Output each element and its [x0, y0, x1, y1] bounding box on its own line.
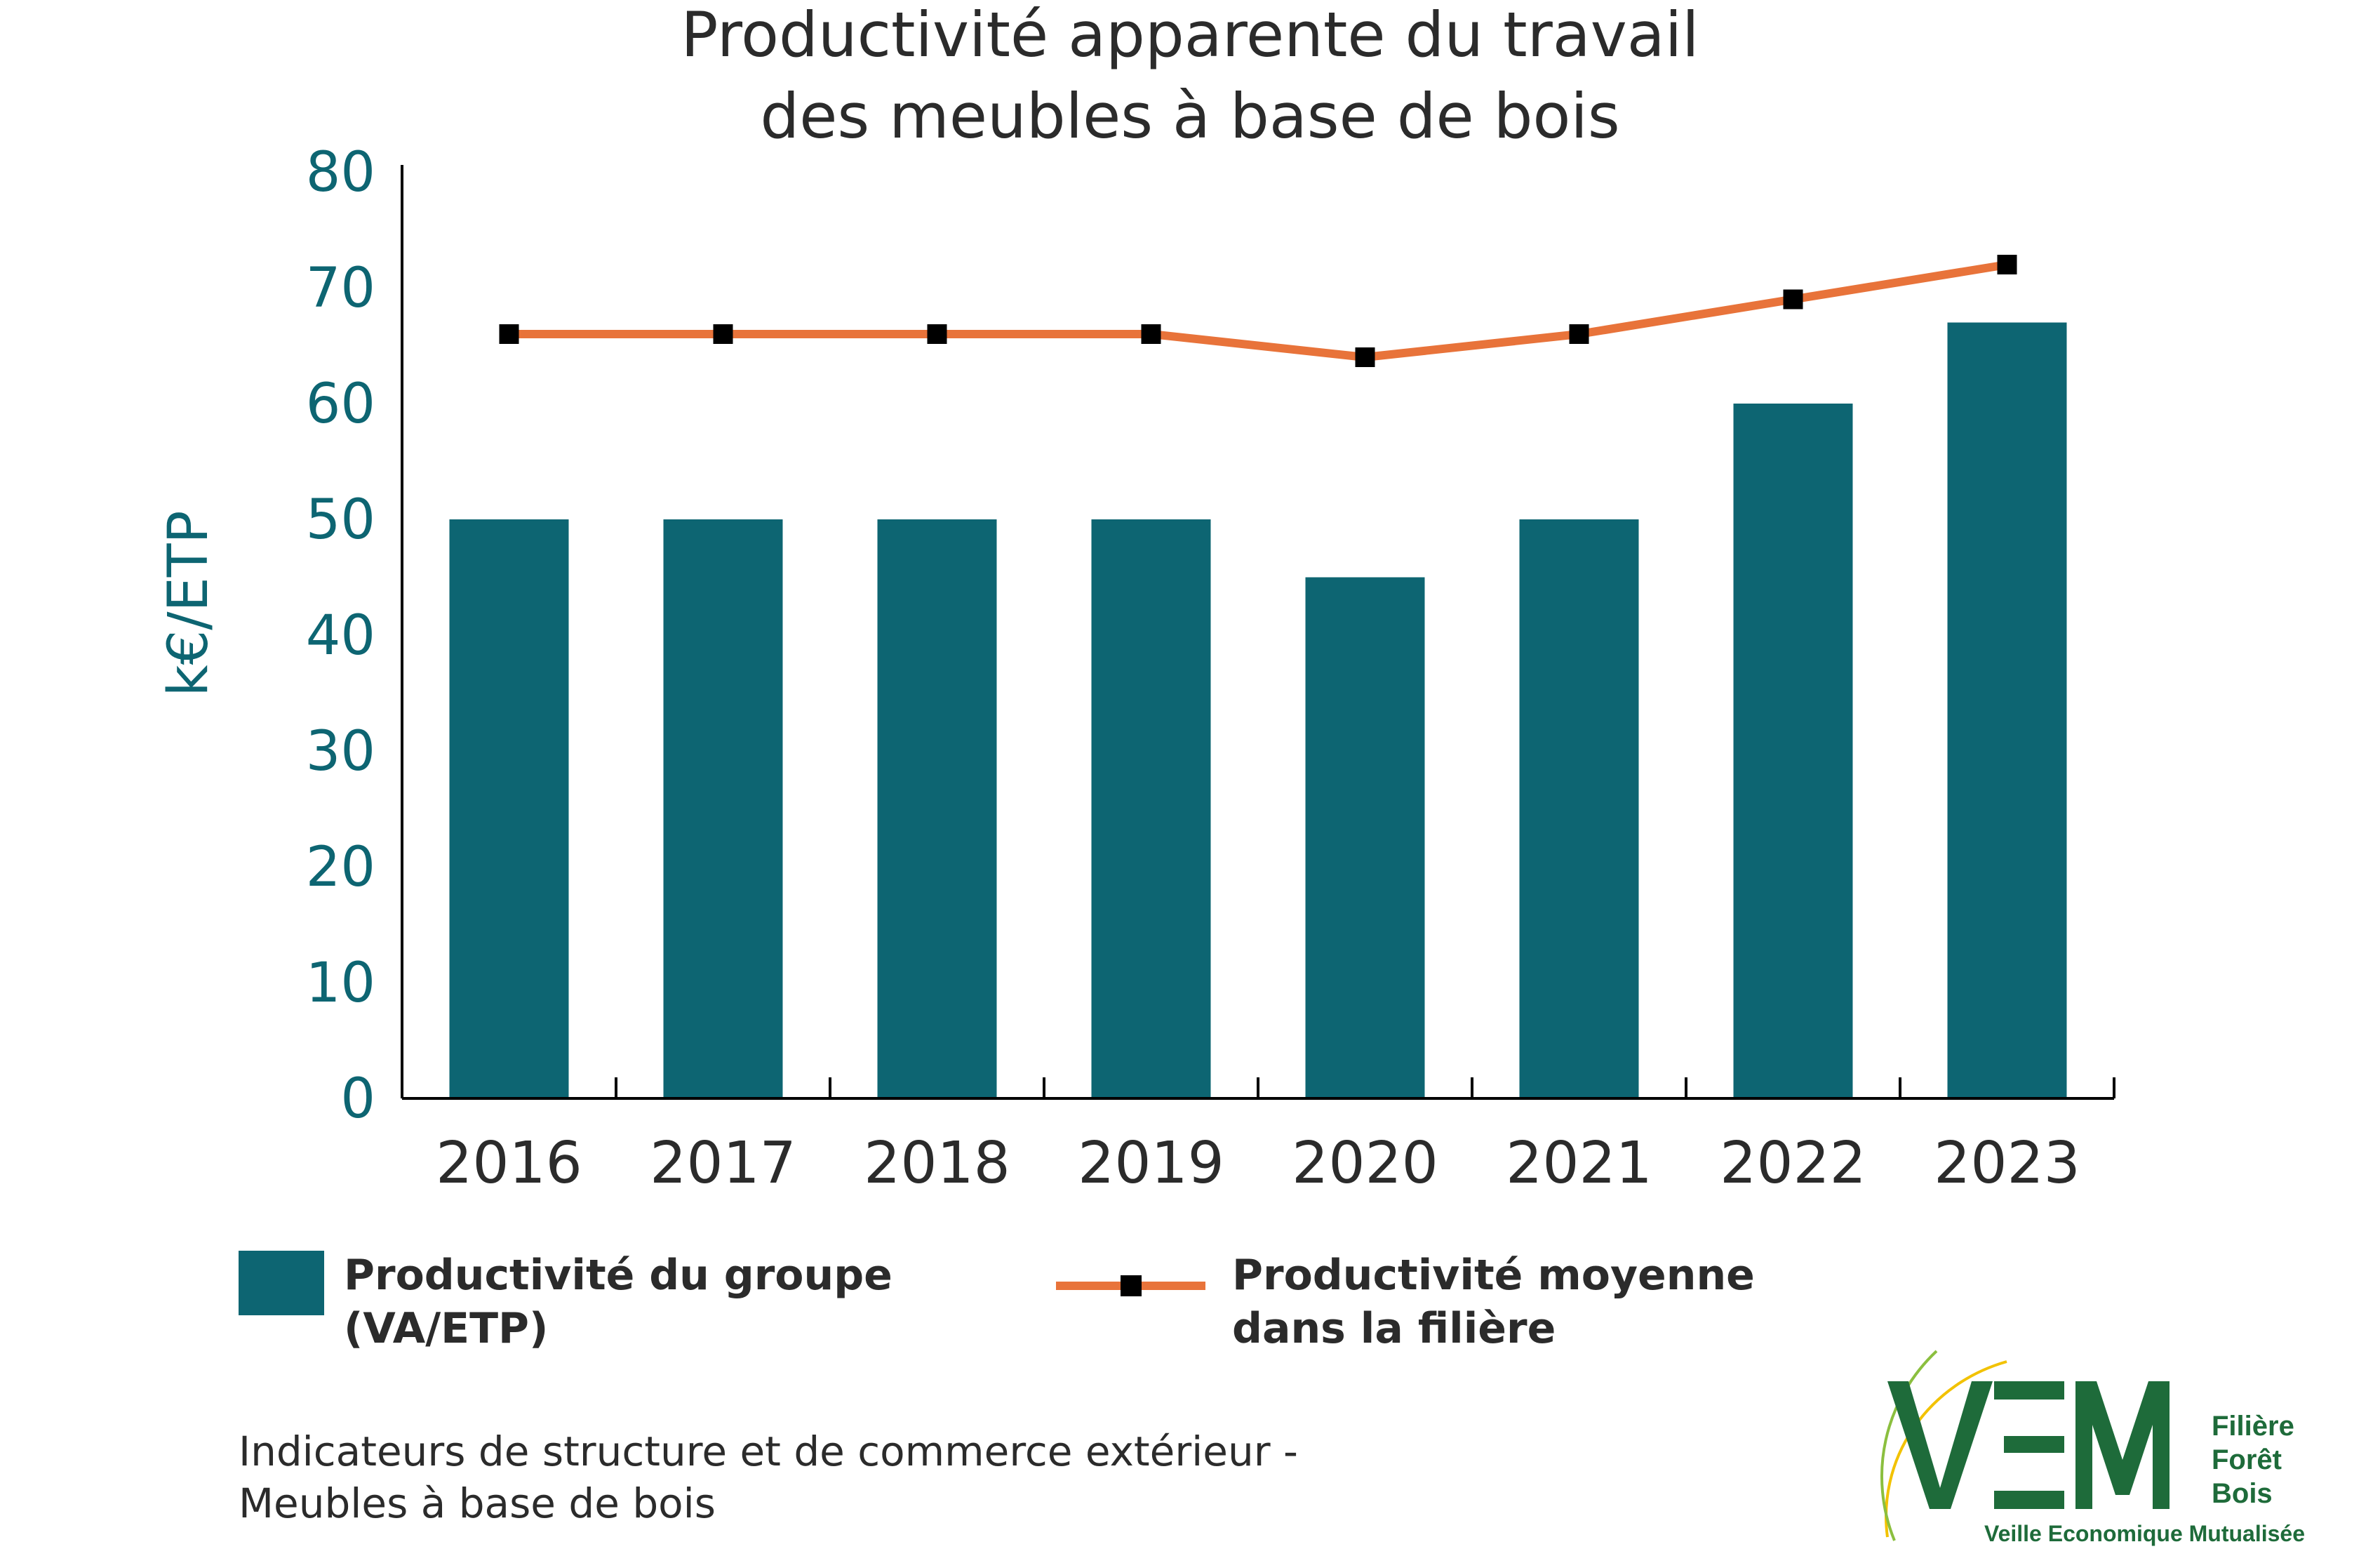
x-tick-label: 2021 [1506, 1130, 1652, 1197]
logo-line-2: Forêt [2212, 1444, 2282, 1475]
line-marker-2022 [1783, 289, 1803, 310]
line-marker-2021 [1569, 324, 1589, 344]
bar-2023 [1947, 322, 2067, 1098]
axes [401, 165, 2115, 1100]
bar-2016 [449, 519, 569, 1098]
logo-letter-m [2075, 1381, 2170, 1509]
x-tick-label: 2022 [1720, 1130, 1866, 1197]
x-tick-label: 2018 [864, 1130, 1010, 1197]
y-tick-label: 70 [306, 257, 375, 320]
y-tick-label: 10 [306, 952, 375, 1015]
logo-letter-e-top [1994, 1381, 2064, 1400]
y-tick-label: 80 [306, 141, 375, 204]
line-series [499, 255, 2017, 367]
x-tick-label: 2017 [650, 1130, 796, 1197]
source-line-1: Indicateurs de structure et de commerce … [239, 1428, 1298, 1475]
line-marker-2019 [1141, 324, 1161, 344]
bar-2020 [1305, 577, 1425, 1098]
bar-2019 [1091, 519, 1211, 1098]
x-tick-label: 2020 [1292, 1130, 1438, 1197]
x-axis-ticks: 2016 2017 2018 2019 2020 2021 2022 2023 [436, 1130, 2080, 1197]
line-marker-2020 [1355, 347, 1375, 367]
line-marker-2017 [713, 324, 733, 344]
bar-series [449, 322, 2067, 1098]
line-marker-2016 [499, 324, 519, 344]
x-tick-label: 2019 [1078, 1130, 1224, 1197]
chart-title-line-1: Productivité apparente du travail [681, 0, 1699, 71]
logo-line-1: Filière [2212, 1411, 2294, 1442]
y-tick-label: 40 [306, 604, 375, 667]
y-tick-label: 0 [340, 1068, 375, 1131]
y-axis-ticks: 0 10 20 30 40 50 60 70 80 [306, 141, 375, 1131]
y-tick-label: 30 [306, 720, 375, 783]
chart-title-line-2: des meubles à base de bois [760, 80, 1619, 152]
legend-bar-label-line-2: (VA/ETP) [344, 1304, 548, 1353]
y-tick-label: 60 [306, 373, 375, 436]
legend-bar-label-line-1: Productivité du groupe [344, 1251, 893, 1300]
logo-letter-e-mid [2004, 1436, 2064, 1453]
source-line-2: Meubles à base de bois [239, 1480, 716, 1527]
y-axis-label: k€/ETP [157, 510, 220, 696]
bar-2018 [877, 519, 997, 1098]
line-path [509, 260, 2008, 361]
bar-2022 [1733, 404, 1853, 1098]
legend-line-label-line-2: dans la filière [1232, 1304, 1556, 1353]
legend-bar-swatch [239, 1251, 324, 1315]
x-tick-label: 2023 [1934, 1130, 2080, 1197]
bar-2017 [663, 519, 783, 1098]
line-marker-2023 [1997, 255, 2017, 274]
legend-line-marker [1121, 1275, 1142, 1296]
y-tick-label: 50 [306, 488, 375, 552]
logo-letter-e-bottom [1994, 1491, 2064, 1509]
legend-line-label-line-1: Productivité moyenne [1232, 1251, 1755, 1300]
y-tick-label: 20 [306, 836, 375, 899]
line-marker-2018 [927, 324, 947, 344]
bar-2021 [1519, 519, 1639, 1098]
logo-arc-green [1880, 1350, 1938, 1541]
vem-logo: Filière Forêt Bois Veille Economique Mut… [1880, 1350, 2305, 1546]
logo-tagline: Veille Economique Mutualisée [1984, 1521, 2305, 1546]
logo-line-3: Bois [2212, 1478, 2273, 1509]
legend: Productivité du groupe (VA/ETP) Producti… [239, 1251, 1755, 1353]
logo-letter-v [1887, 1381, 1993, 1509]
x-tick-label: 2016 [436, 1130, 582, 1197]
